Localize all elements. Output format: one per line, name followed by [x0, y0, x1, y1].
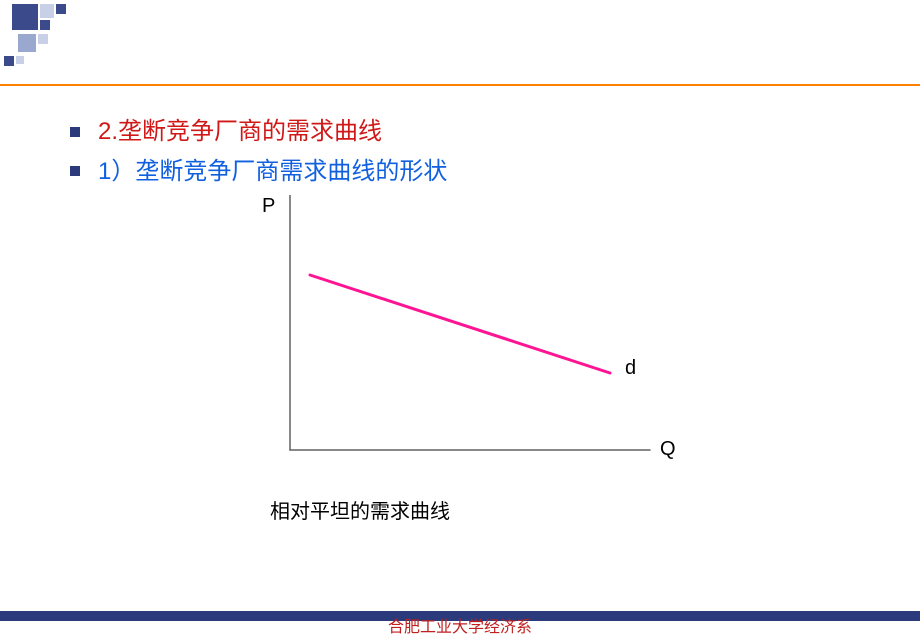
chart-svg [250, 195, 700, 475]
deco-square [16, 56, 24, 64]
header-decoration [0, 0, 920, 90]
square-bullet-icon [70, 166, 80, 176]
deco-square [40, 4, 54, 18]
demand-curve-chart: P Q d [250, 195, 700, 475]
content-area: 2.垄断竞争厂商的需求曲线 1）垄断竞争厂商需求曲线的形状 [70, 115, 870, 194]
bullet-item-2: 1）垄断竞争厂商需求曲线的形状 [70, 155, 870, 189]
x-axis-label: Q [660, 438, 676, 461]
square-bullet-icon [70, 127, 80, 137]
heading-text-2: 1）垄断竞争厂商需求曲线的形状 [98, 155, 447, 189]
deco-square [12, 4, 38, 30]
deco-square [40, 20, 50, 30]
chart-caption: 相对平坦的需求曲线 [270, 495, 450, 524]
header-divider [0, 84, 920, 86]
heading-text-1: 2.垄断竞争厂商的需求曲线 [98, 115, 382, 149]
footer-text: 合肥工业大学经济系 [0, 613, 920, 637]
y-axis-label: P [262, 195, 275, 218]
deco-square [18, 34, 36, 52]
curve-label: d [625, 357, 636, 380]
deco-square [4, 56, 14, 66]
deco-square [56, 4, 66, 14]
deco-square [38, 34, 48, 44]
bullet-item-1: 2.垄断竞争厂商的需求曲线 [70, 115, 870, 149]
